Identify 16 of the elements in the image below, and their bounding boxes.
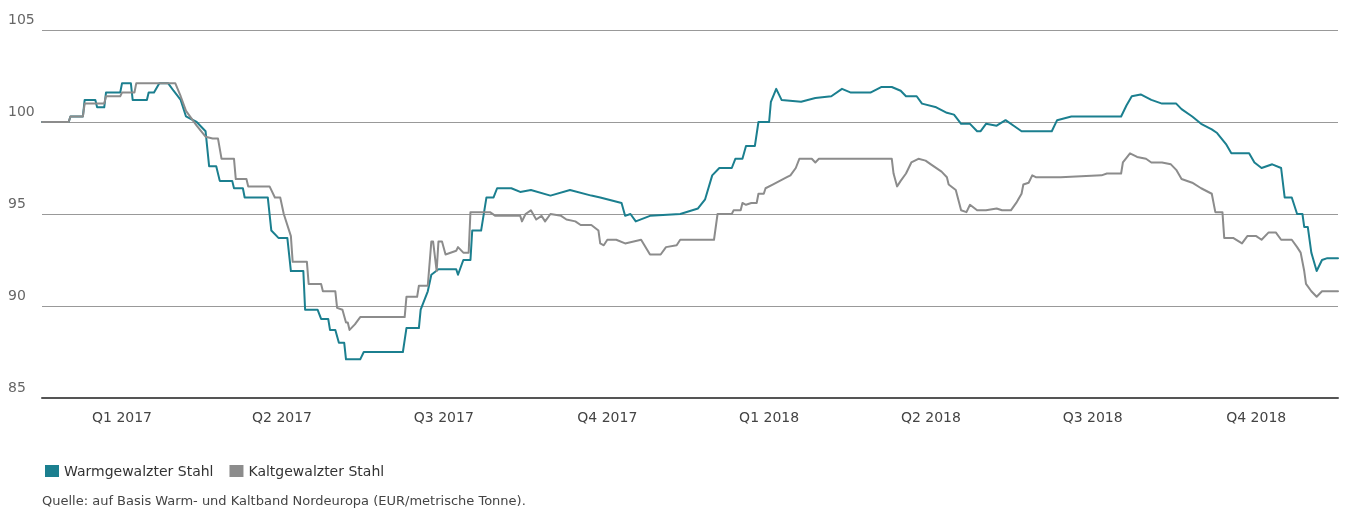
x-tick-label: Q4 2017	[577, 409, 638, 425]
y-tick-label: 95	[8, 195, 26, 211]
y-tick-label: 90	[8, 287, 26, 303]
x-tick-label: Q4 2018	[1226, 409, 1287, 425]
legend-label: Kaltgewalzter Stahl	[248, 463, 385, 479]
x-tick-label: Q3 2018	[1062, 409, 1123, 425]
x-tick-label: Q1 2018	[739, 409, 800, 425]
y-tick-label: 105	[8, 11, 35, 27]
y-tick-label: 85	[8, 379, 26, 395]
x-tick-label: Q3 2017	[413, 409, 474, 425]
x-tick-label: Q2 2018	[900, 409, 961, 425]
source-note: Quelle: auf Basis Warm- und Kaltband Nordeuropa (EUR/metrische Tonne).	[42, 493, 526, 508]
y-tick-label: 100	[8, 103, 35, 119]
x-tick-label: Q2 2017	[251, 409, 313, 425]
x-tick-label: Q1 2017	[91, 409, 153, 425]
legend-label: Warmgewalzter Stahl	[64, 463, 214, 479]
